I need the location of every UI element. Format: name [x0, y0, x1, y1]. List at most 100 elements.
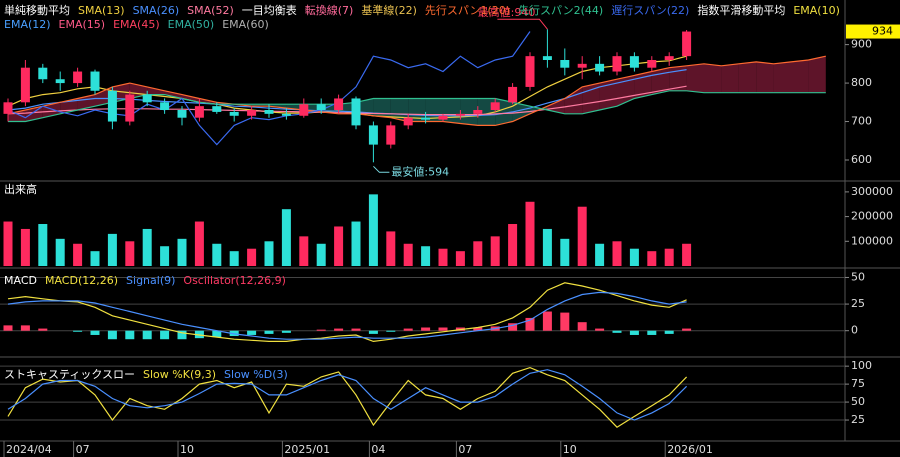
candle-body: [490, 102, 500, 110]
indicator-line: [7, 85, 687, 116]
volume-bar: [142, 228, 152, 266]
x-tick-label: 2024/04: [6, 443, 52, 456]
candle-body: [664, 56, 674, 60]
legend-item: MACD(12,26): [45, 274, 118, 287]
volume-bar: [403, 243, 413, 266]
y-tick-label: 75: [851, 377, 865, 390]
volume-bar: [3, 221, 13, 266]
candle-body: [90, 71, 100, 91]
y-tick-label: 300000: [851, 185, 893, 198]
legend-item: EMA(12): [4, 18, 51, 31]
candle-body: [612, 56, 622, 72]
oscillator-bar: [247, 330, 257, 335]
volume-bar: [177, 238, 187, 266]
volume-bar: [125, 241, 135, 266]
indicator-line: [7, 369, 688, 421]
oscillator-bar: [264, 330, 274, 334]
oscillator-bar: [629, 330, 639, 335]
volume-bar: [334, 226, 344, 266]
cloud-fill: [791, 60, 809, 93]
candle-body: [334, 98, 344, 110]
legend-item: Slow %K(9,3): [143, 368, 216, 381]
oscillator-bar: [612, 330, 622, 333]
legend-item: 基準線(22): [361, 3, 417, 17]
legend-item: Slow %D(3): [224, 368, 288, 381]
annotation-leader: [497, 18, 548, 30]
oscillator-bar: [473, 327, 483, 331]
legend-item: Oscillator(12,26,9): [183, 274, 285, 287]
volume-bar: [386, 231, 396, 266]
candle-body: [229, 111, 239, 116]
x-tick-label: 04: [371, 443, 385, 456]
oscillator-bar: [403, 328, 413, 331]
cloud-fill: [182, 94, 200, 103]
y-tick-label: 25: [851, 413, 865, 426]
oscillator-bar: [525, 317, 535, 331]
cloud-fill: [599, 79, 617, 110]
panel-title: 出来高: [4, 182, 37, 196]
legend-item: EMA(45): [113, 18, 160, 31]
volume-bar: [490, 236, 500, 266]
oscillator-bar: [664, 330, 674, 334]
volume-bar: [525, 201, 535, 266]
oscillator-bar: [20, 325, 30, 331]
oscillator-bar: [421, 327, 431, 331]
cloud-fill: [773, 61, 791, 93]
volume-bar: [351, 221, 361, 266]
volume-bar: [299, 236, 309, 266]
oscillator-bar: [508, 323, 518, 331]
legend-item: 転換線(7): [305, 3, 354, 17]
oscillator-bar: [682, 328, 692, 331]
cloud-fill: [460, 98, 478, 126]
candle-body: [647, 60, 657, 68]
oscillator-bar: [38, 328, 48, 331]
y-tick-label: 700: [851, 115, 872, 128]
candle-body: [682, 31, 692, 57]
volume-bar: [438, 248, 448, 266]
indicator-line: [7, 69, 687, 117]
candle-body: [629, 56, 639, 68]
y-tick-label: 100: [851, 359, 872, 372]
candle-body: [560, 60, 570, 68]
y-tick-label: 100000: [851, 234, 893, 247]
indicator-line: [7, 31, 531, 146]
oscillator-bar: [560, 312, 570, 331]
volume-bar: [212, 243, 222, 266]
volume-bar: [473, 241, 483, 266]
candle-body: [264, 110, 274, 114]
volume-bar: [264, 241, 274, 266]
volume-bar: [629, 248, 639, 266]
y-tick-label: 25: [851, 297, 865, 310]
cloud-fill: [756, 61, 774, 93]
candle-body: [525, 56, 535, 87]
x-tick-label: 07: [76, 443, 90, 456]
volume-bar: [455, 251, 465, 266]
volume-bar: [682, 243, 692, 266]
volume-bar: [107, 233, 117, 266]
legend-item: EMA(50): [168, 18, 215, 31]
oscillator-bar: [577, 322, 587, 331]
legend-item: SMA(13): [78, 4, 125, 17]
oscillator-bar: [160, 330, 170, 340]
cloud-fill: [617, 75, 635, 107]
volume-bar: [664, 248, 674, 266]
candle-body: [421, 117, 431, 120]
legend-item: 先行スパン2(44): [518, 4, 603, 17]
candle-body: [351, 98, 361, 126]
annotation: 最安値:594: [391, 164, 449, 178]
cloud-fill: [25, 106, 43, 122]
volume-bar: [229, 251, 239, 266]
candle-body: [3, 102, 13, 114]
oscillator-bar: [595, 328, 605, 331]
y-tick-label: 600: [851, 153, 872, 166]
candle-body: [473, 110, 483, 114]
candle-body: [508, 86, 518, 103]
candle-body: [55, 79, 65, 84]
legend-item: EMA(60): [222, 18, 269, 31]
candle-body: [38, 67, 48, 80]
legend-item: EMA(15): [59, 18, 106, 31]
cloud-fill: [443, 98, 461, 124]
legend-item: MACD: [4, 274, 37, 287]
y-tick-label: 50: [851, 270, 865, 283]
cloud-fill: [547, 98, 565, 114]
